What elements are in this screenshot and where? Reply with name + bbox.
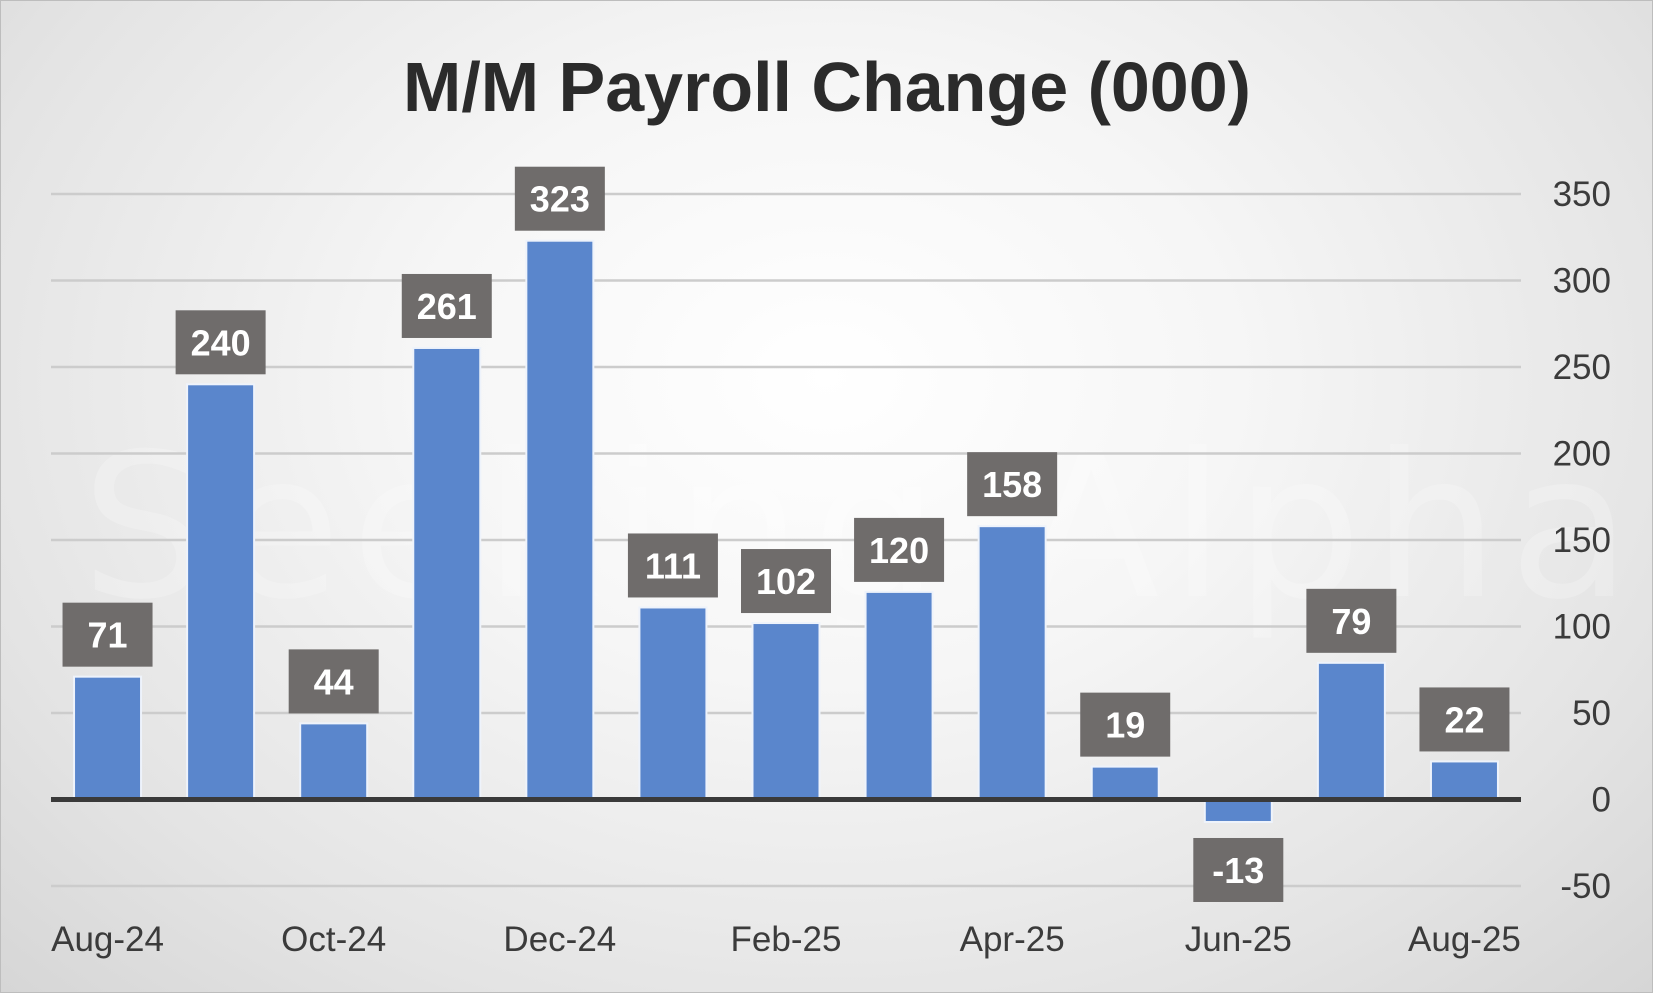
data-label-box bbox=[741, 549, 831, 614]
data-label-text: 22 bbox=[1444, 699, 1484, 740]
data-label-text: 79 bbox=[1331, 601, 1371, 642]
data-label-text: 44 bbox=[314, 661, 354, 702]
x-axis-ticks: Aug-24 Oct-24 Dec-24 Feb-25 Apr-25 Jun-25 Aug-… bbox=[51, 920, 1521, 959]
x-tick-label: Aug-24 bbox=[51, 920, 164, 959]
data-label-text: 240 bbox=[191, 322, 251, 363]
y-tick-label: 150 bbox=[1553, 521, 1611, 560]
data-label-Feb-25: 102 bbox=[741, 549, 831, 614]
data-label-Jun-25: -13 bbox=[1193, 837, 1284, 902]
y-tick-label: 0 bbox=[1592, 781, 1611, 820]
bar-Aug-25 bbox=[1429, 760, 1499, 801]
y-tick-label: 50 bbox=[1572, 694, 1611, 733]
bar-Oct-24 bbox=[299, 722, 369, 801]
bar-Jul-25 bbox=[1316, 661, 1386, 801]
data-label-box bbox=[1419, 687, 1510, 752]
bar-Apr-25 bbox=[977, 525, 1047, 801]
data-label-text: -13 bbox=[1212, 850, 1264, 891]
data-label-Mar-25: 120 bbox=[854, 517, 945, 582]
data-label-box bbox=[854, 517, 945, 582]
data-label-text: 19 bbox=[1105, 705, 1145, 746]
bar-May-25 bbox=[1090, 765, 1160, 801]
data-label-box bbox=[1080, 692, 1171, 757]
bar-Aug-24 bbox=[73, 675, 143, 801]
bar-Feb-25 bbox=[751, 622, 821, 801]
data-label-box bbox=[967, 452, 1058, 517]
y-axis-ticks: -50 0 50 100 150 200 250 300 350 bbox=[1553, 175, 1611, 906]
bars bbox=[73, 239, 1499, 823]
bar-Mar-25 bbox=[864, 590, 934, 801]
data-label-Jan-25: 111 bbox=[627, 533, 718, 598]
data-labels: 71 240 44 261 323 111 102 120 158 19 -13 79 22 bbox=[62, 166, 1510, 902]
x-tick-label: Aug-25 bbox=[1408, 920, 1521, 959]
data-label-box bbox=[401, 273, 492, 338]
y-tick-label: 350 bbox=[1553, 175, 1611, 214]
data-label-May-25: 19 bbox=[1080, 692, 1171, 757]
x-tick-label: Jun-25 bbox=[1185, 920, 1292, 959]
data-label-text: 111 bbox=[645, 545, 701, 586]
x-tick-label: Feb-25 bbox=[731, 920, 842, 959]
data-label-box bbox=[627, 533, 718, 598]
data-label-text: 323 bbox=[530, 179, 590, 220]
y-tick-label: -50 bbox=[1560, 867, 1611, 906]
bar-Dec-24 bbox=[525, 239, 595, 801]
data-label-text: 71 bbox=[88, 615, 128, 656]
data-label-Apr-25: 158 bbox=[967, 452, 1058, 517]
bar-Nov-24 bbox=[412, 346, 482, 801]
data-label-text: 120 bbox=[869, 530, 929, 571]
data-label-box bbox=[288, 649, 379, 714]
data-label-Nov-24: 261 bbox=[401, 273, 492, 338]
y-tick-label: 250 bbox=[1553, 348, 1611, 387]
data-label-Aug-24: 71 bbox=[62, 602, 153, 667]
data-label-Aug-25: 22 bbox=[1419, 687, 1510, 752]
data-label-Dec-24: 323 bbox=[514, 166, 605, 231]
data-label-text: 261 bbox=[417, 286, 477, 327]
y-tick-label: 200 bbox=[1553, 435, 1611, 474]
bar-Jun-25 bbox=[1203, 798, 1273, 823]
x-tick-label: Dec-24 bbox=[503, 920, 616, 959]
data-label-text: 102 bbox=[756, 561, 816, 602]
data-label-Oct-24: 44 bbox=[288, 649, 379, 714]
data-label-box bbox=[62, 602, 153, 667]
data-label-box bbox=[1193, 837, 1284, 902]
chart-title: M/M Payroll Change (000) bbox=[403, 48, 1251, 126]
bar-Jan-25 bbox=[638, 606, 708, 801]
data-label-text: 158 bbox=[982, 464, 1042, 505]
y-tick-label: 100 bbox=[1553, 608, 1611, 647]
x-tick-label: Oct-24 bbox=[281, 920, 386, 959]
data-label-Sep-24: 240 bbox=[175, 310, 266, 375]
bar-Sep-24 bbox=[186, 383, 256, 801]
data-label-box bbox=[1306, 588, 1397, 653]
y-tick-label: 300 bbox=[1553, 262, 1611, 301]
data-label-box bbox=[514, 166, 605, 231]
data-label-Jul-25: 79 bbox=[1306, 588, 1397, 653]
x-tick-label: Apr-25 bbox=[960, 920, 1065, 959]
data-label-box bbox=[175, 310, 266, 375]
